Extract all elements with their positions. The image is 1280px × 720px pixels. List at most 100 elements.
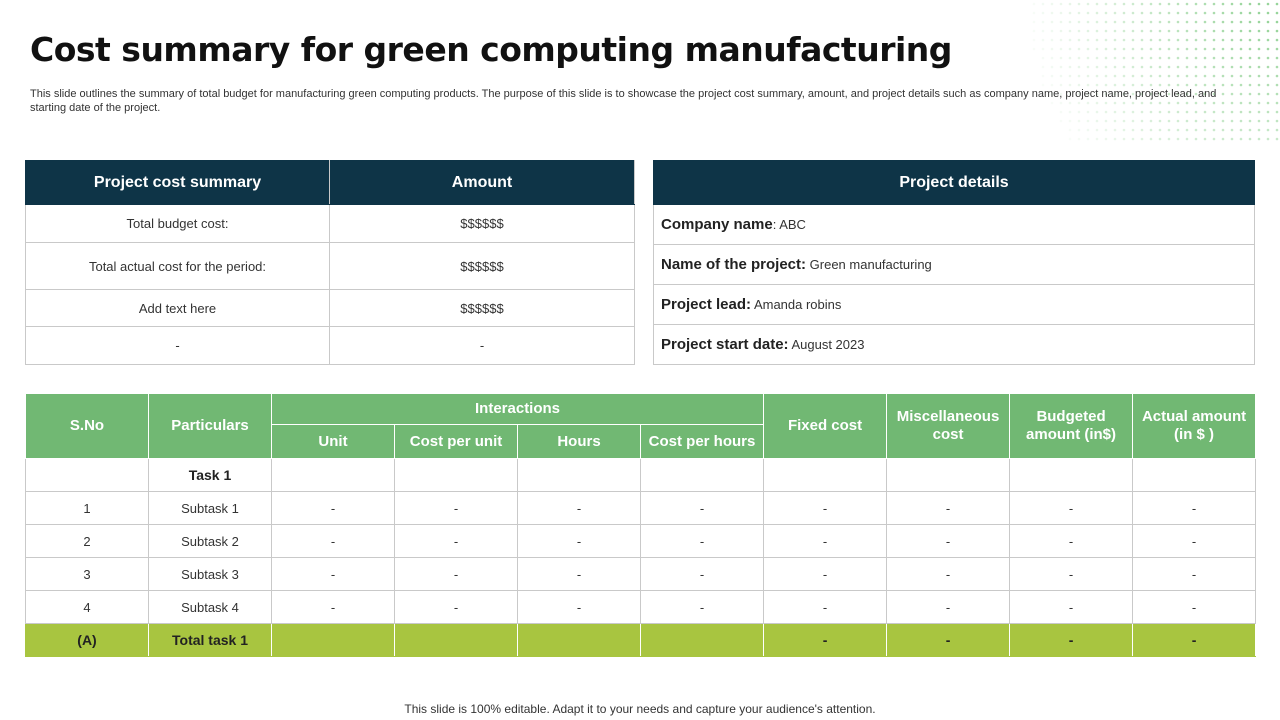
pattern-dot: [1176, 110, 1180, 114]
pattern-dot: [1176, 92, 1180, 96]
pattern-dot: [1077, 29, 1081, 33]
pattern-dot: [1041, 20, 1045, 24]
pattern-dot: [1104, 110, 1108, 114]
pattern-dot: [1131, 128, 1135, 132]
pattern-dot: [1086, 110, 1090, 114]
pattern-dot: [1113, 92, 1117, 96]
pattern-dot: [1104, 119, 1108, 123]
row-misc-cost: -: [886, 524, 1011, 558]
pattern-dot: [1221, 65, 1225, 69]
pattern-dot: [1086, 65, 1090, 69]
pattern-dot: [1230, 92, 1234, 96]
pattern-dot: [1203, 92, 1207, 96]
row-unit: -: [271, 524, 395, 558]
detail-row: Project start date: August 2023: [653, 324, 1255, 365]
unit-header: Unit: [271, 424, 395, 459]
pattern-dot: [1176, 47, 1180, 51]
pattern-dot: [1149, 29, 1153, 33]
row-cost-per-unit: -: [394, 524, 518, 558]
pattern-dot: [1095, 110, 1099, 114]
pattern-dot: [1059, 2, 1063, 6]
row-misc-cost: -: [886, 557, 1011, 591]
pattern-dot: [1059, 119, 1063, 123]
interactions-header: Interactions: [270, 393, 765, 425]
pattern-dot: [1203, 128, 1207, 132]
pattern-dot: [1095, 29, 1099, 33]
cost-row-label: -: [25, 326, 330, 365]
row-cost-per-unit: -: [394, 590, 518, 624]
pattern-dot: [1230, 101, 1234, 105]
pattern-dot: [1041, 65, 1045, 69]
pattern-dot: [1194, 56, 1198, 60]
pattern-dot: [1131, 20, 1135, 24]
pattern-dot: [1185, 92, 1189, 96]
amount-header: Amount: [329, 160, 635, 205]
pattern-dot: [1194, 47, 1198, 51]
pattern-dot: [1149, 92, 1153, 96]
pattern-dot: [1104, 47, 1108, 51]
pattern-dot: [1095, 65, 1099, 69]
pattern-dot: [1221, 137, 1225, 141]
pattern-dot: [1167, 128, 1171, 132]
pattern-dot: [1275, 74, 1279, 78]
pattern-dot: [1167, 2, 1171, 6]
pattern-dot: [1068, 65, 1072, 69]
pattern-dot: [1158, 83, 1162, 87]
pattern-dot: [1248, 38, 1252, 42]
pattern-dot: [1167, 74, 1171, 78]
pattern-dot: [1221, 20, 1225, 24]
total-sno: (A): [25, 623, 149, 657]
row-budgeted-amount: -: [1009, 491, 1134, 525]
pattern-dot: [1104, 101, 1108, 105]
pattern-dot: [1248, 56, 1252, 60]
pattern-dot: [1185, 74, 1189, 78]
pattern-dot: [1077, 110, 1081, 114]
pattern-dot: [1131, 56, 1135, 60]
pattern-dot: [1059, 74, 1063, 78]
pattern-dot: [1239, 128, 1243, 132]
pattern-dot: [1158, 137, 1162, 141]
pattern-dot: [1248, 119, 1252, 123]
pattern-dot: [1077, 74, 1081, 78]
pattern-dot: [1068, 128, 1072, 132]
pattern-dot: [1104, 74, 1108, 78]
pattern-dot: [1041, 74, 1045, 78]
pattern-dot: [1167, 83, 1171, 87]
pattern-dot: [1068, 137, 1072, 141]
pattern-dot: [1077, 11, 1081, 15]
pattern-dot: [1275, 110, 1279, 114]
pattern-dot: [1239, 11, 1243, 15]
pattern-dot: [1068, 11, 1072, 15]
pattern-dot: [1239, 65, 1243, 69]
pattern-dot: [1095, 83, 1099, 87]
pattern-dot: [1167, 29, 1171, 33]
hours-header: Hours: [517, 424, 641, 459]
pattern-dot: [1239, 137, 1243, 141]
pattern-dot: [1140, 29, 1144, 33]
pattern-dot: [1275, 47, 1279, 51]
pattern-dot: [1077, 92, 1081, 96]
pattern-dot: [1050, 92, 1054, 96]
cost-summary-table: Project cost summary Amount Total budget…: [25, 160, 635, 365]
pattern-dot: [1257, 74, 1261, 78]
pattern-dot: [1131, 92, 1135, 96]
pattern-dot: [1113, 83, 1117, 87]
pattern-dot: [1068, 20, 1072, 24]
pattern-dot: [1194, 38, 1198, 42]
pattern-dot: [1095, 38, 1099, 42]
cost-summary-header: Project cost summary: [25, 160, 330, 205]
pattern-dot: [1068, 101, 1072, 105]
pattern-dot: [1158, 2, 1162, 6]
pattern-dot: [1131, 2, 1135, 6]
pattern-dot: [1077, 101, 1081, 105]
pattern-dot: [1194, 92, 1198, 96]
pattern-dot: [1212, 38, 1216, 42]
pattern-dot: [1158, 47, 1162, 51]
pattern-dot: [1149, 119, 1153, 123]
pattern-dot: [1239, 83, 1243, 87]
cost-row: Add text here $$$$$$: [25, 289, 635, 327]
pattern-dot: [1221, 11, 1225, 15]
pattern-dot: [1086, 47, 1090, 51]
pattern-dot: [1086, 74, 1090, 78]
pattern-dot: [1221, 74, 1225, 78]
